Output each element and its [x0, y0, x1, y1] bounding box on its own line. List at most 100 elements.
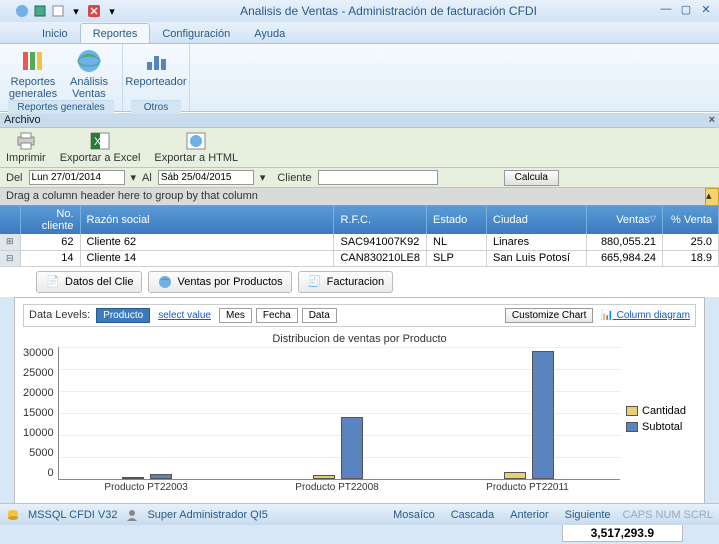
col-no-cliente[interactable]: No. cliente — [20, 206, 80, 234]
globe-icon — [157, 274, 173, 290]
scroll-nub[interactable]: ▴ — [705, 188, 719, 206]
level-mes[interactable]: Mes — [219, 308, 252, 323]
minimize-button[interactable]: — — [657, 3, 675, 19]
tab-reportes[interactable]: Reportes — [80, 23, 151, 43]
legend-subtotal: Subtotal — [626, 421, 696, 433]
date-from-input[interactable] — [29, 170, 125, 185]
col-rfc[interactable]: R.F.C. — [334, 206, 427, 234]
qat-dropdown2-icon[interactable]: ▾ — [104, 3, 120, 19]
col-ventas[interactable]: Ventas▽ — [587, 206, 663, 234]
ribbon-label: Reportes — [11, 76, 56, 88]
cell: Cliente 14 — [80, 250, 334, 266]
svg-text:X: X — [94, 136, 102, 148]
cell: 14 — [20, 250, 80, 266]
ribbon-analisis-ventas[interactable]: Análisis Ventas — [64, 46, 114, 100]
date-to-input[interactable] — [158, 170, 254, 185]
app-icon[interactable] — [14, 3, 30, 19]
level-fecha[interactable]: Fecha — [256, 308, 298, 323]
total-value: 3,517,293.9 — [562, 524, 683, 542]
table-row[interactable]: ⊟ 14 Cliente 14 CAN830210LE8 SLP San Lui… — [0, 250, 719, 266]
export-html-button[interactable]: Exportar a HTML — [154, 130, 238, 164]
calcula-button[interactable]: Calcula — [504, 170, 559, 186]
table-row[interactable]: ⊞ 62 Cliente 62 SAC941007K92 NL Linares … — [0, 234, 719, 250]
document-icon: 📄 — [45, 274, 61, 290]
excel-icon: X — [88, 130, 112, 152]
close-button[interactable]: ✕ — [697, 3, 715, 19]
collapse-icon[interactable]: ⊟ — [0, 250, 20, 266]
panel-close-icon[interactable]: × — [709, 114, 715, 126]
cell: 62 — [20, 234, 80, 250]
y-axis: 300002500020000150001000050000 — [23, 347, 58, 492]
siguiente-link[interactable]: Siguiente — [561, 509, 615, 521]
archivo-label[interactable]: Archivo — [4, 114, 709, 126]
chart-area: 300002500020000150001000050000 Producto … — [23, 347, 696, 492]
cell: 665,984.24 — [587, 250, 663, 266]
select-value-link[interactable]: select value — [154, 310, 215, 321]
cliente-input[interactable] — [318, 170, 438, 185]
dropdown-icon[interactable]: ▾ — [131, 171, 137, 184]
keyboard-status: CAPS NUM SCRL — [623, 509, 713, 521]
cell: 25.0 — [663, 234, 719, 250]
rowheader-col — [0, 206, 20, 234]
data-levels-row: Data Levels: Producto select value Mes F… — [23, 304, 696, 327]
swatch-icon — [626, 406, 638, 416]
filter-bar: Del ▾ Al ▾ Cliente Calcula — [0, 168, 719, 188]
ribbon-reporteador[interactable]: Reporteador — [131, 46, 181, 100]
qat-close-icon[interactable] — [86, 3, 102, 19]
titlebar: ▾ ▾ Analisis de Ventas - Administración … — [0, 0, 719, 22]
expand-icon[interactable]: ⊞ — [0, 234, 20, 250]
groupby-area[interactable]: Drag a column header here to group by th… — [0, 188, 719, 206]
ribbon-label: Reporteador — [125, 76, 186, 88]
tb-label: Exportar a HTML — [154, 152, 238, 164]
dropdown-icon[interactable]: ▾ — [260, 171, 266, 184]
groupby-hint: Drag a column header here to group by th… — [6, 190, 258, 202]
tab-ayuda[interactable]: Ayuda — [242, 24, 297, 43]
tab-datos-cliente[interactable]: 📄Datos del Clie — [36, 271, 142, 293]
maximize-button[interactable]: ▢ — [677, 3, 695, 19]
plot-area: Producto PT22003Producto PT22008Producto… — [58, 347, 620, 480]
detail-tabs: 📄Datos del Clie Ventas por Productos 🧾Fa… — [0, 267, 719, 297]
chart-title: Distribucion de ventas por Producto — [23, 333, 696, 345]
invoice-icon: 🧾 — [307, 274, 323, 290]
anterior-link[interactable]: Anterior — [506, 509, 553, 521]
customize-chart-button[interactable]: Customize Chart — [505, 308, 593, 323]
cell: SLP — [427, 250, 487, 266]
x-tick-label: Producto PT22003 — [104, 482, 187, 493]
tab-facturacion[interactable]: 🧾Facturacion — [298, 271, 393, 293]
ribbon-label — [154, 88, 157, 100]
al-label: Al — [142, 172, 152, 184]
col-razon-social[interactable]: Razón social — [80, 206, 334, 234]
cell: 880,055.21 — [587, 234, 663, 250]
chart-panel: Data Levels: Producto select value Mes F… — [14, 297, 705, 520]
bar-subtotal — [532, 351, 554, 479]
tab-configuracion[interactable]: Configuración — [150, 24, 242, 43]
cell: CAN830210LE8 — [334, 250, 427, 266]
qat-new-icon[interactable] — [50, 3, 66, 19]
column-diagram-link[interactable]: Column diagram — [601, 310, 690, 321]
user-icon — [125, 508, 139, 522]
menubar: Inicio Reportes Configuración Ayuda — [0, 22, 719, 44]
tab-ventas-productos[interactable]: Ventas por Productos — [148, 271, 291, 293]
export-excel-button[interactable]: X Exportar a Excel — [60, 130, 141, 164]
col-estado[interactable]: Estado — [427, 206, 487, 234]
window-title: Analisis de Ventas - Administración de f… — [120, 4, 657, 18]
print-button[interactable]: Imprimir — [6, 130, 46, 164]
level-data[interactable]: Data — [302, 308, 337, 323]
level-producto[interactable]: Producto — [96, 308, 150, 323]
chart-icon — [141, 46, 171, 76]
ribbon-group-label: Reportes generales — [8, 100, 114, 114]
ribbon-label: Ventas — [72, 88, 106, 100]
user-label: Super Administrador QI5 — [147, 509, 267, 521]
legend: Cantidad Subtotal — [620, 347, 696, 492]
col-pct-venta[interactable]: % Venta — [663, 206, 719, 234]
x-tick-label: Producto PT22008 — [295, 482, 378, 493]
qat-dropdown-icon[interactable]: ▾ — [68, 3, 84, 19]
ribbon-reportes-generales[interactable]: Reportes generales — [8, 46, 58, 100]
col-ciudad[interactable]: Ciudad — [487, 206, 587, 234]
tab-inicio[interactable]: Inicio — [30, 24, 80, 43]
bar-cantidad — [122, 477, 144, 479]
qat-save-icon[interactable] — [32, 3, 48, 19]
cascada-link[interactable]: Cascada — [447, 509, 498, 521]
ribbon-label: Análisis — [70, 76, 108, 88]
mosaico-link[interactable]: Mosaíco — [389, 509, 439, 521]
